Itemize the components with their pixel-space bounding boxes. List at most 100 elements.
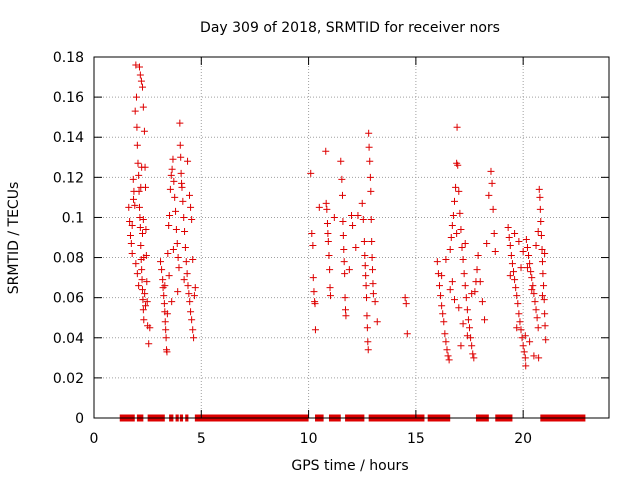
data-point (342, 312, 350, 320)
data-point (489, 205, 497, 213)
data-point (491, 248, 499, 256)
data-point (367, 215, 375, 223)
data-point (363, 324, 371, 332)
data-point (330, 213, 338, 221)
data-point (315, 203, 323, 211)
data-point (184, 157, 192, 165)
data-point (369, 266, 377, 274)
data-point (540, 282, 548, 290)
data-point (135, 203, 143, 211)
data-point (158, 266, 166, 274)
data-point (160, 300, 168, 308)
data-point (504, 223, 512, 231)
data-point (526, 338, 534, 346)
data-point (173, 240, 181, 248)
data-point (452, 183, 460, 191)
data-point (161, 318, 169, 326)
data-point (446, 246, 454, 254)
data-point (183, 270, 191, 278)
data-point (459, 320, 467, 328)
data-point (338, 191, 346, 199)
data-point (324, 238, 332, 246)
data-point (159, 276, 167, 284)
data-point (474, 252, 482, 260)
data-point (174, 288, 182, 296)
grid-lines (94, 57, 609, 418)
data-point (451, 197, 458, 205)
data-point (349, 221, 357, 229)
data-point (354, 211, 362, 219)
data-point (189, 256, 197, 264)
data-point (129, 175, 137, 183)
data-point (143, 278, 151, 286)
data-point (163, 348, 171, 356)
data-point (529, 282, 537, 290)
data-point (181, 244, 189, 252)
data-point (526, 260, 534, 268)
data-point (535, 185, 543, 193)
data-point (138, 286, 146, 294)
data-point (191, 284, 199, 292)
data-point (517, 264, 525, 272)
data-point (505, 234, 513, 241)
data-point (368, 254, 376, 262)
data-point (345, 266, 353, 274)
data-point (540, 296, 548, 304)
data-point (172, 207, 180, 215)
data-point (541, 250, 549, 258)
data-point (311, 326, 319, 334)
data-point (138, 83, 146, 91)
data-point (135, 187, 143, 195)
data-point (443, 346, 451, 354)
data-point (137, 77, 145, 85)
data-point (537, 217, 545, 225)
data-point (341, 294, 349, 302)
data-point (483, 240, 491, 248)
data-point (133, 123, 141, 131)
data-point (188, 316, 196, 324)
data-point (169, 246, 177, 254)
y-tick-label: 0.08 (53, 251, 84, 267)
data-point (126, 231, 134, 239)
data-point (141, 290, 149, 298)
data-point (364, 338, 372, 346)
data-point (517, 326, 525, 334)
data-point (440, 318, 448, 326)
data-point (137, 183, 145, 191)
data-point (535, 354, 543, 362)
data-point (324, 229, 332, 237)
data-point (455, 304, 463, 312)
data-point (371, 298, 379, 306)
data-point (542, 336, 550, 344)
data-point (338, 175, 346, 183)
data-point (473, 266, 481, 274)
x-tick-label: 20 (514, 431, 532, 447)
data-point (187, 203, 195, 211)
data-point (166, 211, 174, 219)
data-point (137, 242, 145, 250)
data-point (186, 298, 194, 306)
data-point (134, 159, 142, 167)
data-point (136, 223, 144, 231)
data-point (339, 231, 347, 239)
data-point (530, 352, 538, 360)
data-point (135, 282, 143, 290)
data-point (138, 163, 146, 171)
data-point (362, 272, 370, 280)
data-point (340, 246, 348, 254)
data-point (165, 221, 173, 229)
data-point (325, 252, 333, 260)
data-point (340, 258, 348, 266)
data-point (437, 292, 445, 300)
data-point (135, 63, 143, 71)
data-point (438, 302, 446, 310)
data-point (359, 215, 367, 223)
data-point (164, 250, 172, 258)
x-tick-label: 0 (90, 431, 99, 447)
data-point (180, 276, 188, 284)
data-point (506, 242, 514, 250)
data-point (532, 242, 540, 250)
data-point (523, 264, 531, 272)
data-point (323, 219, 331, 227)
data-point (363, 312, 371, 320)
